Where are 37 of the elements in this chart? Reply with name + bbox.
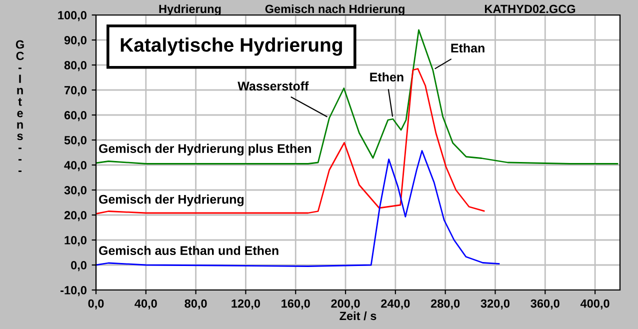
y-tick-label: 100,0: [58, 11, 86, 22]
text: KATHYD02.GCG: [484, 4, 576, 14]
line-series: [96, 29, 618, 164]
y-tick-label: 90,0: [64, 36, 86, 46]
y-tick-label: -10,0: [60, 286, 86, 296]
y-tick-label: 60,0: [64, 111, 86, 122]
x-tick-label: 40,0: [134, 299, 157, 310]
text: Katalytische Hydrierung: [120, 38, 342, 56]
y-tick-label: 50,0: [64, 136, 86, 146]
x-axis-title: Zeit / s: [340, 311, 376, 320]
x-tick-label: 0,0: [88, 299, 104, 310]
annotation: Ethen: [370, 72, 404, 82]
y-tick-label: 0,0: [71, 261, 86, 272]
y-tick-label: 20,0: [64, 211, 86, 222]
x-tick-label: 360,0: [530, 299, 560, 310]
series-label: Gemisch der Hydrierung plus Ethen: [99, 144, 311, 156]
x-tick-label: 120,0: [232, 299, 260, 310]
line-series: [96, 68, 485, 214]
y-tick-label: 10,0: [64, 236, 86, 246]
y-tick-label: 80,0: [64, 61, 86, 72]
x-tick-label: 320,0: [480, 299, 510, 310]
x-tick-label: 240,0: [381, 299, 410, 310]
y-tick-label: 30,0: [64, 186, 86, 196]
annotation: Wasserstoff: [238, 81, 309, 91]
annotation: Gemisch nach Hdrierung: [265, 4, 404, 16]
x-tick-label: 200,0: [331, 299, 360, 310]
x-tick-label: 160,0: [282, 299, 310, 310]
series-label: Gemisch der Hydrierung: [99, 194, 244, 206]
x-tick-label: 80,0: [184, 299, 207, 310]
series-label: Gemisch aus Ethan und Ethen: [99, 246, 278, 256]
x-tick-label: 400,0: [580, 299, 610, 310]
y-tick-label: 40,0: [64, 161, 86, 172]
annotation: Hydrierung: [159, 4, 221, 16]
x-tick-label: 280,0: [430, 299, 460, 310]
y-tick-label: 70,0: [64, 86, 86, 96]
text: GC-Intens---: [16, 40, 24, 172]
annotation: Ethan: [451, 43, 484, 53]
